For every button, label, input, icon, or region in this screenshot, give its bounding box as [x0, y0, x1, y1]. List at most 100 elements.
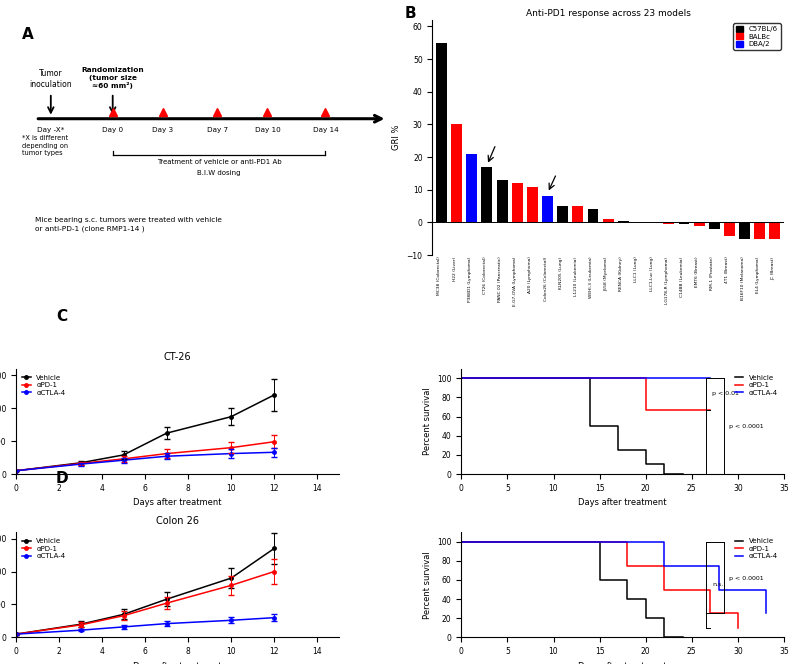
Vehicle [678, 470, 687, 478]
Vehicle [641, 446, 650, 454]
Vehicle [76, 459, 86, 467]
αPD-1 [270, 568, 279, 576]
Vehicle [622, 576, 632, 584]
Bar [542, 197, 553, 222]
Vehicle [162, 595, 171, 603]
Line: Vehicle: Vehicle [462, 542, 682, 637]
Bar [724, 222, 735, 236]
Bar [558, 206, 568, 222]
αCTLA-4 [162, 620, 171, 627]
αPD-1 [162, 450, 171, 457]
Text: B.I.W dosing: B.I.W dosing [198, 171, 241, 177]
Vehicle [641, 614, 650, 622]
αPD-1 [706, 586, 715, 594]
αPD-1 [641, 406, 650, 414]
Vehicle [11, 467, 21, 475]
Vehicle [118, 451, 128, 459]
X-axis label: Days after treatment: Days after treatment [133, 498, 222, 507]
Bar [739, 222, 750, 239]
Vehicle [659, 460, 669, 468]
Vehicle [457, 538, 466, 546]
Bar [709, 222, 720, 229]
Y-axis label: Percent survival: Percent survival [422, 387, 431, 456]
Bar [512, 183, 522, 222]
Text: Treatment of vehicle or anti-PD1 Ab: Treatment of vehicle or anti-PD1 Ab [157, 159, 282, 165]
Vehicle [641, 460, 650, 468]
Text: A: A [22, 27, 34, 42]
Line: αCTLA-4: αCTLA-4 [14, 451, 276, 473]
αCTLA-4 [118, 623, 128, 631]
Legend: Vehicle, αPD-1, αCTLA-4: Vehicle, αPD-1, αCTLA-4 [19, 372, 68, 398]
αCTLA-4 [659, 562, 669, 570]
Text: D: D [56, 471, 69, 487]
Vehicle [595, 576, 605, 584]
αPD-1 [622, 562, 632, 570]
Vehicle [586, 374, 595, 382]
Text: Day 3: Day 3 [153, 127, 174, 133]
X-axis label: Days after treatment: Days after treatment [133, 662, 222, 664]
Bar [466, 154, 478, 222]
Bar [573, 206, 583, 222]
Text: p < 0.01: p < 0.01 [712, 391, 739, 396]
Bar [527, 187, 538, 222]
Bar [618, 221, 629, 222]
Title: CT-26: CT-26 [163, 353, 191, 363]
αPD-1 [733, 610, 742, 618]
αCTLA-4 [270, 448, 279, 456]
Text: n.s.: n.s. [712, 582, 723, 587]
αPD-1 [706, 406, 715, 414]
αPD-1 [659, 562, 669, 570]
αCTLA-4 [706, 374, 715, 382]
Bar [663, 222, 674, 224]
Vehicle [226, 413, 236, 421]
Line: αPD-1: αPD-1 [462, 542, 738, 628]
Title: Anti-PD1 response across 23 models: Anti-PD1 response across 23 models [526, 9, 690, 18]
Bar [587, 209, 598, 222]
Legend: C57BL/6, BALBc, DBA/2: C57BL/6, BALBc, DBA/2 [734, 23, 781, 50]
Text: Day -X*: Day -X* [37, 127, 65, 133]
αCTLA-4 [761, 586, 770, 594]
αPD-1 [270, 438, 279, 446]
Vehicle [11, 630, 21, 638]
Text: Randomization
(tumor size
≈60 mm²): Randomization (tumor size ≈60 mm²) [82, 67, 144, 90]
αCTLA-4 [659, 538, 669, 546]
Vehicle [641, 595, 650, 603]
Text: p < 0.0001: p < 0.0001 [729, 576, 763, 580]
αPD-1 [118, 612, 128, 620]
αPD-1 [162, 599, 171, 607]
αPD-1 [659, 586, 669, 594]
αCTLA-4 [11, 467, 21, 475]
X-axis label: Days after treatment: Days after treatment [578, 662, 667, 664]
Line: Vehicle: Vehicle [14, 393, 276, 473]
Bar [754, 222, 766, 239]
Text: Day 7: Day 7 [206, 127, 228, 133]
Text: Mice bearing s.c. tumors were treated with vehicle
or anti-PD-1 (clone RMP1-14 ): Mice bearing s.c. tumors were treated wi… [35, 217, 222, 232]
Legend: Vehicle, αPD-1, αCTLA-4: Vehicle, αPD-1, αCTLA-4 [19, 535, 68, 562]
Legend: Vehicle, αPD-1, αCTLA-4: Vehicle, αPD-1, αCTLA-4 [732, 535, 781, 562]
Line: αCTLA-4: αCTLA-4 [14, 616, 276, 636]
αCTLA-4 [226, 450, 236, 457]
Vehicle [586, 422, 595, 430]
αCTLA-4 [714, 586, 724, 594]
Text: Day 14: Day 14 [313, 127, 338, 133]
αPD-1 [457, 374, 466, 382]
αPD-1 [118, 455, 128, 463]
Bar [694, 222, 705, 226]
αCTLA-4 [226, 616, 236, 624]
αCTLA-4 [11, 630, 21, 638]
Y-axis label: Percent survival: Percent survival [422, 551, 431, 619]
αCTLA-4 [714, 562, 724, 570]
Vehicle [595, 538, 605, 546]
Vehicle [457, 374, 466, 382]
αCTLA-4 [76, 626, 86, 634]
Y-axis label: GRI %: GRI % [392, 125, 401, 150]
Text: *X is different
depending on
tumor types: *X is different depending on tumor types [22, 135, 68, 156]
Text: B: B [404, 6, 416, 21]
Bar [436, 42, 447, 222]
Bar [451, 124, 462, 222]
αPD-1 [641, 374, 650, 382]
Line: αPD-1: αPD-1 [462, 378, 710, 410]
αCTLA-4 [76, 460, 86, 468]
Line: Vehicle: Vehicle [14, 546, 276, 636]
Vehicle [614, 422, 623, 430]
